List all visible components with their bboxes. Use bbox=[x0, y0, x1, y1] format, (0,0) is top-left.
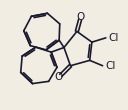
Text: O: O bbox=[77, 12, 85, 22]
Text: Cl: Cl bbox=[109, 33, 119, 43]
Text: Cl: Cl bbox=[105, 61, 116, 71]
Text: O: O bbox=[54, 72, 62, 82]
